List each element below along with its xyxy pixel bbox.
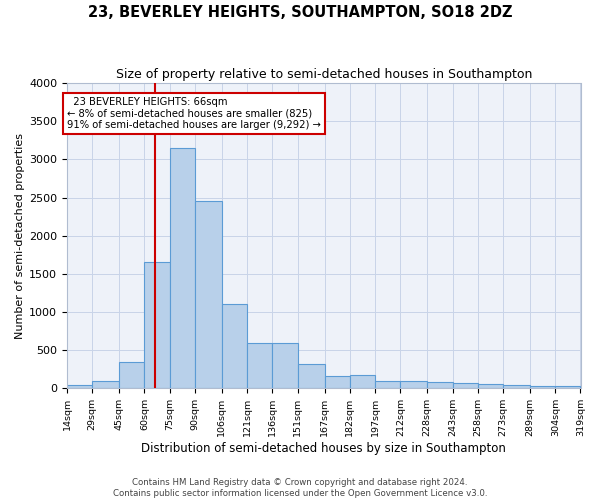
Bar xyxy=(298,364,325,388)
Bar xyxy=(222,304,247,388)
X-axis label: Distribution of semi-detached houses by size in Southampton: Distribution of semi-detached houses by … xyxy=(142,442,506,455)
Bar xyxy=(375,380,400,388)
Bar xyxy=(325,376,350,388)
Bar xyxy=(247,342,272,388)
Bar xyxy=(400,380,427,388)
Bar xyxy=(119,362,145,388)
Bar xyxy=(503,384,530,388)
Bar xyxy=(555,386,580,388)
Bar xyxy=(427,382,452,388)
Text: 23 BEVERLEY HEIGHTS: 66sqm
← 8% of semi-detached houses are smaller (825)
91% of: 23 BEVERLEY HEIGHTS: 66sqm ← 8% of semi-… xyxy=(67,97,321,130)
Bar xyxy=(145,262,170,388)
Bar xyxy=(478,384,503,388)
Bar xyxy=(67,384,92,388)
Bar xyxy=(272,342,298,388)
Bar xyxy=(350,376,375,388)
Bar xyxy=(92,380,119,388)
Y-axis label: Number of semi-detached properties: Number of semi-detached properties xyxy=(15,132,25,338)
Text: 23, BEVERLEY HEIGHTS, SOUTHAMPTON, SO18 2DZ: 23, BEVERLEY HEIGHTS, SOUTHAMPTON, SO18 … xyxy=(88,5,512,20)
Text: Contains HM Land Registry data © Crown copyright and database right 2024.
Contai: Contains HM Land Registry data © Crown c… xyxy=(113,478,487,498)
Bar xyxy=(170,148,195,388)
Bar xyxy=(530,386,555,388)
Bar xyxy=(195,202,222,388)
Bar xyxy=(452,383,478,388)
Title: Size of property relative to semi-detached houses in Southampton: Size of property relative to semi-detach… xyxy=(116,68,532,80)
